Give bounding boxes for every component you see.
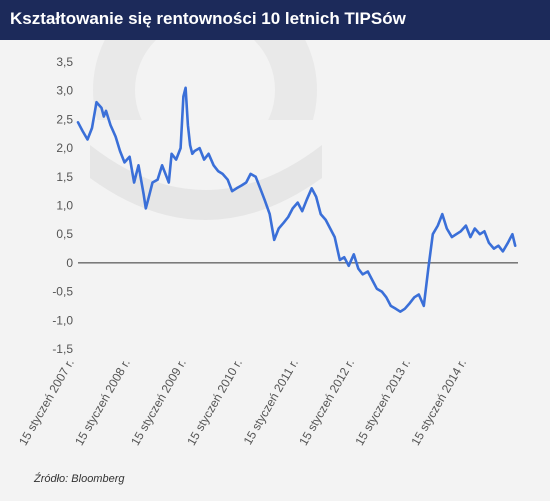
x-tick-label: 15 styczeń 2011 r. — [241, 357, 301, 448]
tips-yield-line — [76, 86, 517, 313]
chart-title: Kształtowanie się rentowności 10 letnich… — [10, 9, 406, 28]
line-chart: 3,5 3,0 2,5 2,0 1,5 1,0 0,5 0 -0,5 -1,0 -1,5 15 st… — [16, 40, 518, 448]
y-tick-label: -0,5 — [52, 285, 73, 299]
x-axis-ticks: 15 styczeń 2007 r.15 styczeń 2008 r.15 s… — [16, 357, 469, 448]
y-tick-label: 3,5 — [56, 55, 73, 69]
source-note: Źródło: Bloomberg — [34, 473, 125, 485]
y-tick-label: 3,0 — [56, 84, 73, 98]
y-axis-ticks: 3,5 3,0 2,5 2,0 1,5 1,0 0,5 0 -0,5 -1,0 -1,5 — [52, 55, 73, 356]
y-tick-label: 1,0 — [56, 199, 73, 213]
x-tick-label: 15 styczeń 2009 r. — [128, 357, 189, 448]
chart-header: Kształtowanie się rentowności 10 letnich… — [0, 0, 550, 40]
x-tick-label: 15 styczeń 2010 r. — [184, 357, 245, 448]
x-tick-label: 15 styczeń 2012 r. — [296, 357, 357, 448]
y-tick-label: 0 — [66, 256, 73, 270]
y-tick-label: -1,5 — [52, 342, 73, 356]
x-tick-label: 15 styczeń 2013 r. — [352, 357, 413, 448]
y-tick-label: 2,0 — [56, 141, 73, 155]
x-tick-label: 15 styczeń 2014 r. — [408, 357, 469, 448]
y-tick-label: 0,5 — [56, 227, 73, 241]
large-logo-watermark-icon — [90, 40, 327, 220]
x-tick-label: 15 styczeń 2007 r. — [16, 357, 77, 448]
y-tick-label: 2,5 — [56, 112, 73, 126]
y-tick-label: 1,5 — [56, 170, 73, 184]
x-tick-label: 15 styczeń 2008 r. — [72, 357, 133, 448]
y-tick-label: -1,0 — [52, 313, 73, 327]
